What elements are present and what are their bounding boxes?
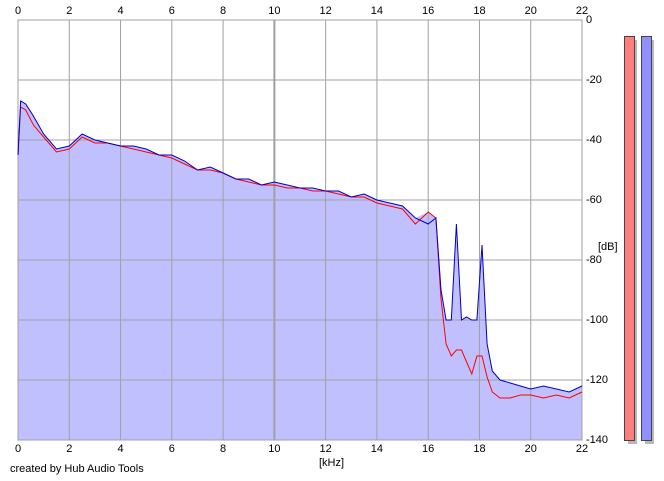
x-tick-label-bottom: 10	[268, 443, 281, 455]
x-tick-label-bottom: 22	[575, 443, 589, 455]
x-tick-label-bottom: 0	[14, 443, 22, 455]
y-tick-label: -60	[586, 194, 602, 206]
x-tick-label-top: 10	[268, 5, 281, 17]
y-tick-label: -140	[586, 434, 609, 446]
x-tick-label-top: 22	[575, 5, 589, 17]
x-tick-label-bottom: 12	[319, 443, 332, 455]
x-tick-label-bottom: 18	[473, 443, 486, 455]
right-channel-meter	[641, 36, 652, 441]
x-tick-label-top: 4	[117, 5, 124, 17]
x-tick-label-bottom: 8	[220, 443, 227, 455]
x-tick-label-top: 2	[66, 5, 73, 17]
x-tick-label-top: 6	[168, 5, 175, 17]
left-channel-meter	[624, 36, 635, 441]
x-tick-label-bottom: 16	[422, 443, 435, 455]
y-tick-label: 0	[586, 14, 593, 26]
x-tick-label-bottom: 2	[66, 443, 73, 455]
credit-text: created by Hub Audio Tools	[10, 463, 144, 475]
y-tick-label: -120	[586, 374, 609, 386]
spectrum-area-fill	[18, 101, 582, 440]
x-tick-label-top: 12	[319, 5, 332, 17]
y-axis-unit-label: [dB]	[598, 241, 618, 253]
right-channel-line	[17, 100, 583, 393]
x-tick-label-bottom: 14	[370, 443, 384, 455]
x-tick-label-top: 14	[370, 5, 384, 17]
x-tick-label-top: 0	[14, 5, 22, 17]
x-axis-unit-label: [kHz]	[319, 457, 345, 469]
x-tick-label-top: 20	[524, 5, 537, 17]
x-tick-label-top: 18	[473, 5, 486, 17]
x-tick-label-bottom: 20	[524, 443, 537, 455]
x-tick-label-bottom: 6	[168, 443, 175, 455]
x-tick-label-bottom: 4	[117, 443, 124, 455]
y-tick-label: -40	[586, 134, 602, 146]
x-tick-label-top: 16	[422, 5, 435, 17]
y-tick-label: -100	[586, 314, 609, 326]
y-tick-label: -80	[586, 254, 602, 266]
y-tick-label: -20	[586, 74, 602, 86]
x-tick-label-top: 8	[220, 5, 227, 17]
